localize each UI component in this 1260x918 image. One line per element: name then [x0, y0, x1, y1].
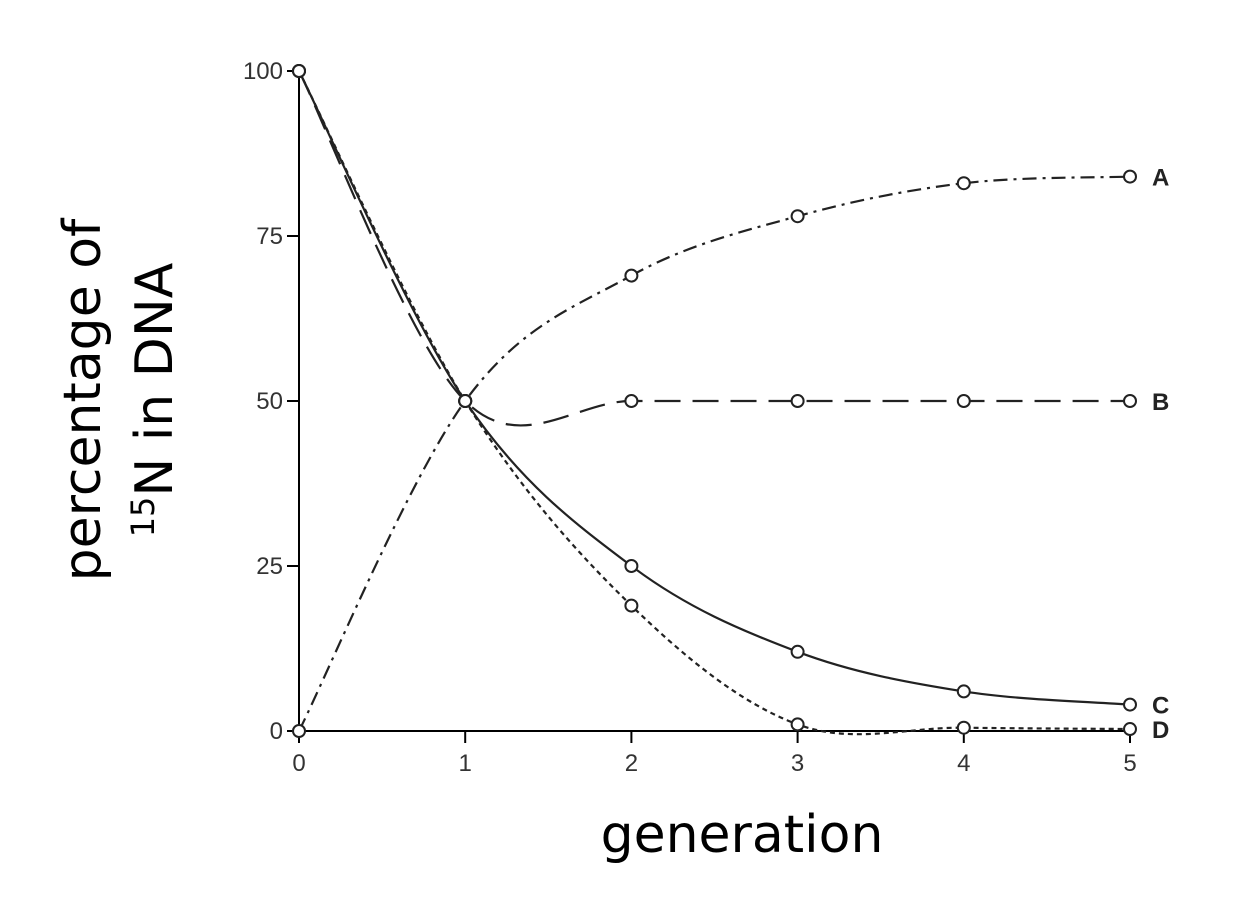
series-label: D: [1152, 717, 1169, 744]
x-tick-label: 5: [1123, 750, 1136, 777]
x-axis-label: generation: [601, 805, 884, 865]
point-marker: [624, 559, 639, 573]
series-line: [298, 70, 1130, 427]
y-tick-label: 100: [243, 58, 283, 85]
y-tick-label: 50: [256, 388, 283, 415]
series-line: [298, 70, 1131, 706]
y-tick-label: 75: [256, 223, 283, 250]
point-marker: [790, 209, 805, 224]
point-marker: [292, 64, 306, 78]
point-marker: [624, 394, 639, 408]
point-marker: [624, 598, 639, 613]
point-marker: [790, 394, 805, 408]
series-label: A: [1152, 165, 1169, 192]
y-axis-label: percentage of 15N in DNA: [53, 217, 185, 581]
series-label: B: [1152, 389, 1169, 416]
y-axis-label-line: 15N in DNA: [124, 262, 185, 537]
superscript: 15: [124, 497, 162, 538]
point-marker: [458, 394, 473, 408]
series-label: C: [1152, 693, 1169, 720]
point-marker: [1123, 394, 1137, 408]
x-tick-label: 3: [791, 750, 804, 777]
label-text: N in DNA: [125, 262, 185, 496]
point-marker: [292, 724, 306, 738]
x-tick-label: 0: [292, 750, 305, 777]
x-tick-label: 1: [459, 750, 472, 777]
point-marker: [1123, 722, 1137, 737]
y-tick-label: 0: [270, 718, 283, 745]
point-marker: [956, 684, 971, 699]
point-marker: [956, 176, 971, 191]
point-marker: [624, 268, 639, 283]
point-marker: [790, 644, 805, 659]
point-marker: [790, 717, 805, 732]
x-tick-label: 2: [625, 750, 638, 777]
series-line: [298, 175, 1131, 732]
series-line: [298, 70, 1131, 736]
point-marker: [956, 720, 971, 735]
y-tick-label: 25: [256, 553, 283, 580]
point-marker: [1123, 169, 1137, 184]
x-tick-label: 4: [957, 750, 970, 777]
point-marker: [956, 394, 971, 408]
y-axis-label-line: percentage of: [53, 217, 113, 581]
point-marker: [1123, 697, 1137, 712]
